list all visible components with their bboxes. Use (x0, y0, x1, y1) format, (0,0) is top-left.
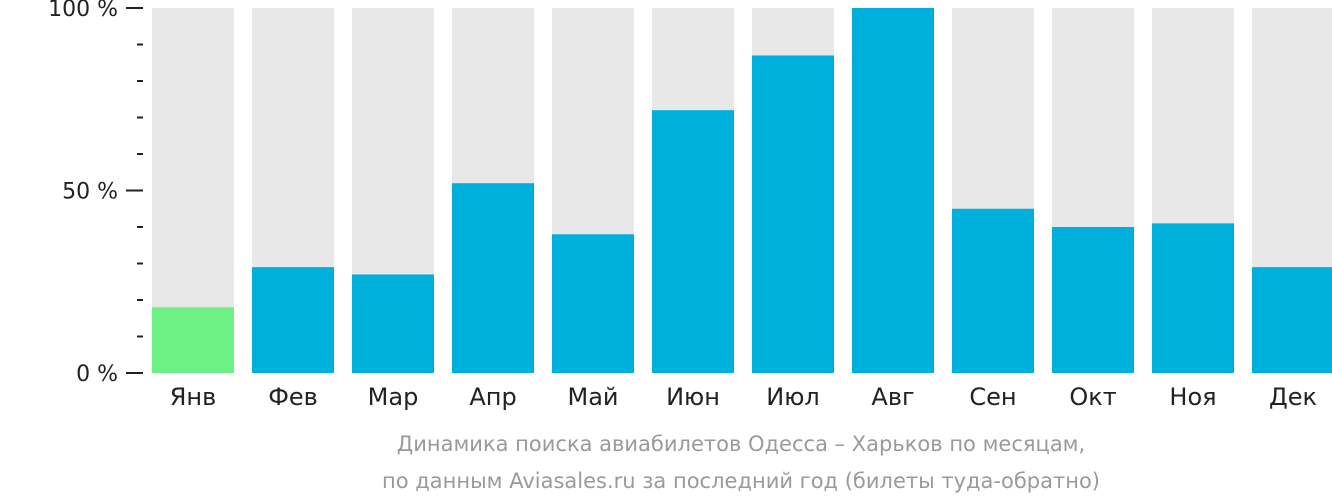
bar-9[interactable] (952, 208, 1034, 373)
x-tick-label: Апр (469, 383, 516, 411)
bar-12[interactable] (1252, 267, 1332, 373)
bar-2[interactable] (252, 267, 334, 373)
x-tick-label: Июн (666, 383, 720, 411)
x-tick-label: Авг (871, 383, 914, 411)
x-tick-label: Ноя (1169, 383, 1216, 411)
bar-6[interactable] (652, 110, 734, 373)
bar-5[interactable] (552, 234, 634, 373)
bar-10[interactable] (1052, 227, 1134, 373)
bar-3[interactable] (352, 274, 434, 373)
bar-1[interactable] (152, 307, 234, 373)
y-tick-label: 0 % (76, 362, 118, 387)
bars-group (152, 8, 1332, 373)
chart-caption-line2: по данным Aviasales.ru за последний год … (382, 469, 1100, 493)
x-tick-label: Фев (268, 383, 318, 411)
x-tick-label: Май (567, 383, 618, 411)
x-tick-label: Окт (1069, 383, 1116, 411)
y-axis: 0 % 50 % 100 % (48, 0, 143, 387)
y-tick-label: 50 % (62, 180, 118, 205)
x-tick-label: Мар (368, 383, 419, 411)
chart-caption-line1: Динамика поиска авиабилетов Одесса – Хар… (397, 432, 1085, 456)
y-tick-label: 100 % (48, 0, 118, 22)
x-axis: Янв Фев Мар Апр Май Июн Июл Авг Сен Окт Ноя Дек (170, 383, 1317, 411)
x-tick-label: Июл (766, 383, 820, 411)
bar-8[interactable] (852, 8, 934, 373)
bar-11[interactable] (1152, 223, 1234, 373)
x-tick-label: Дек (1269, 383, 1317, 411)
x-tick-label: Сен (969, 383, 1016, 411)
bar-7[interactable] (752, 55, 834, 373)
bar-4[interactable] (452, 183, 534, 373)
x-tick-label: Янв (170, 383, 217, 411)
